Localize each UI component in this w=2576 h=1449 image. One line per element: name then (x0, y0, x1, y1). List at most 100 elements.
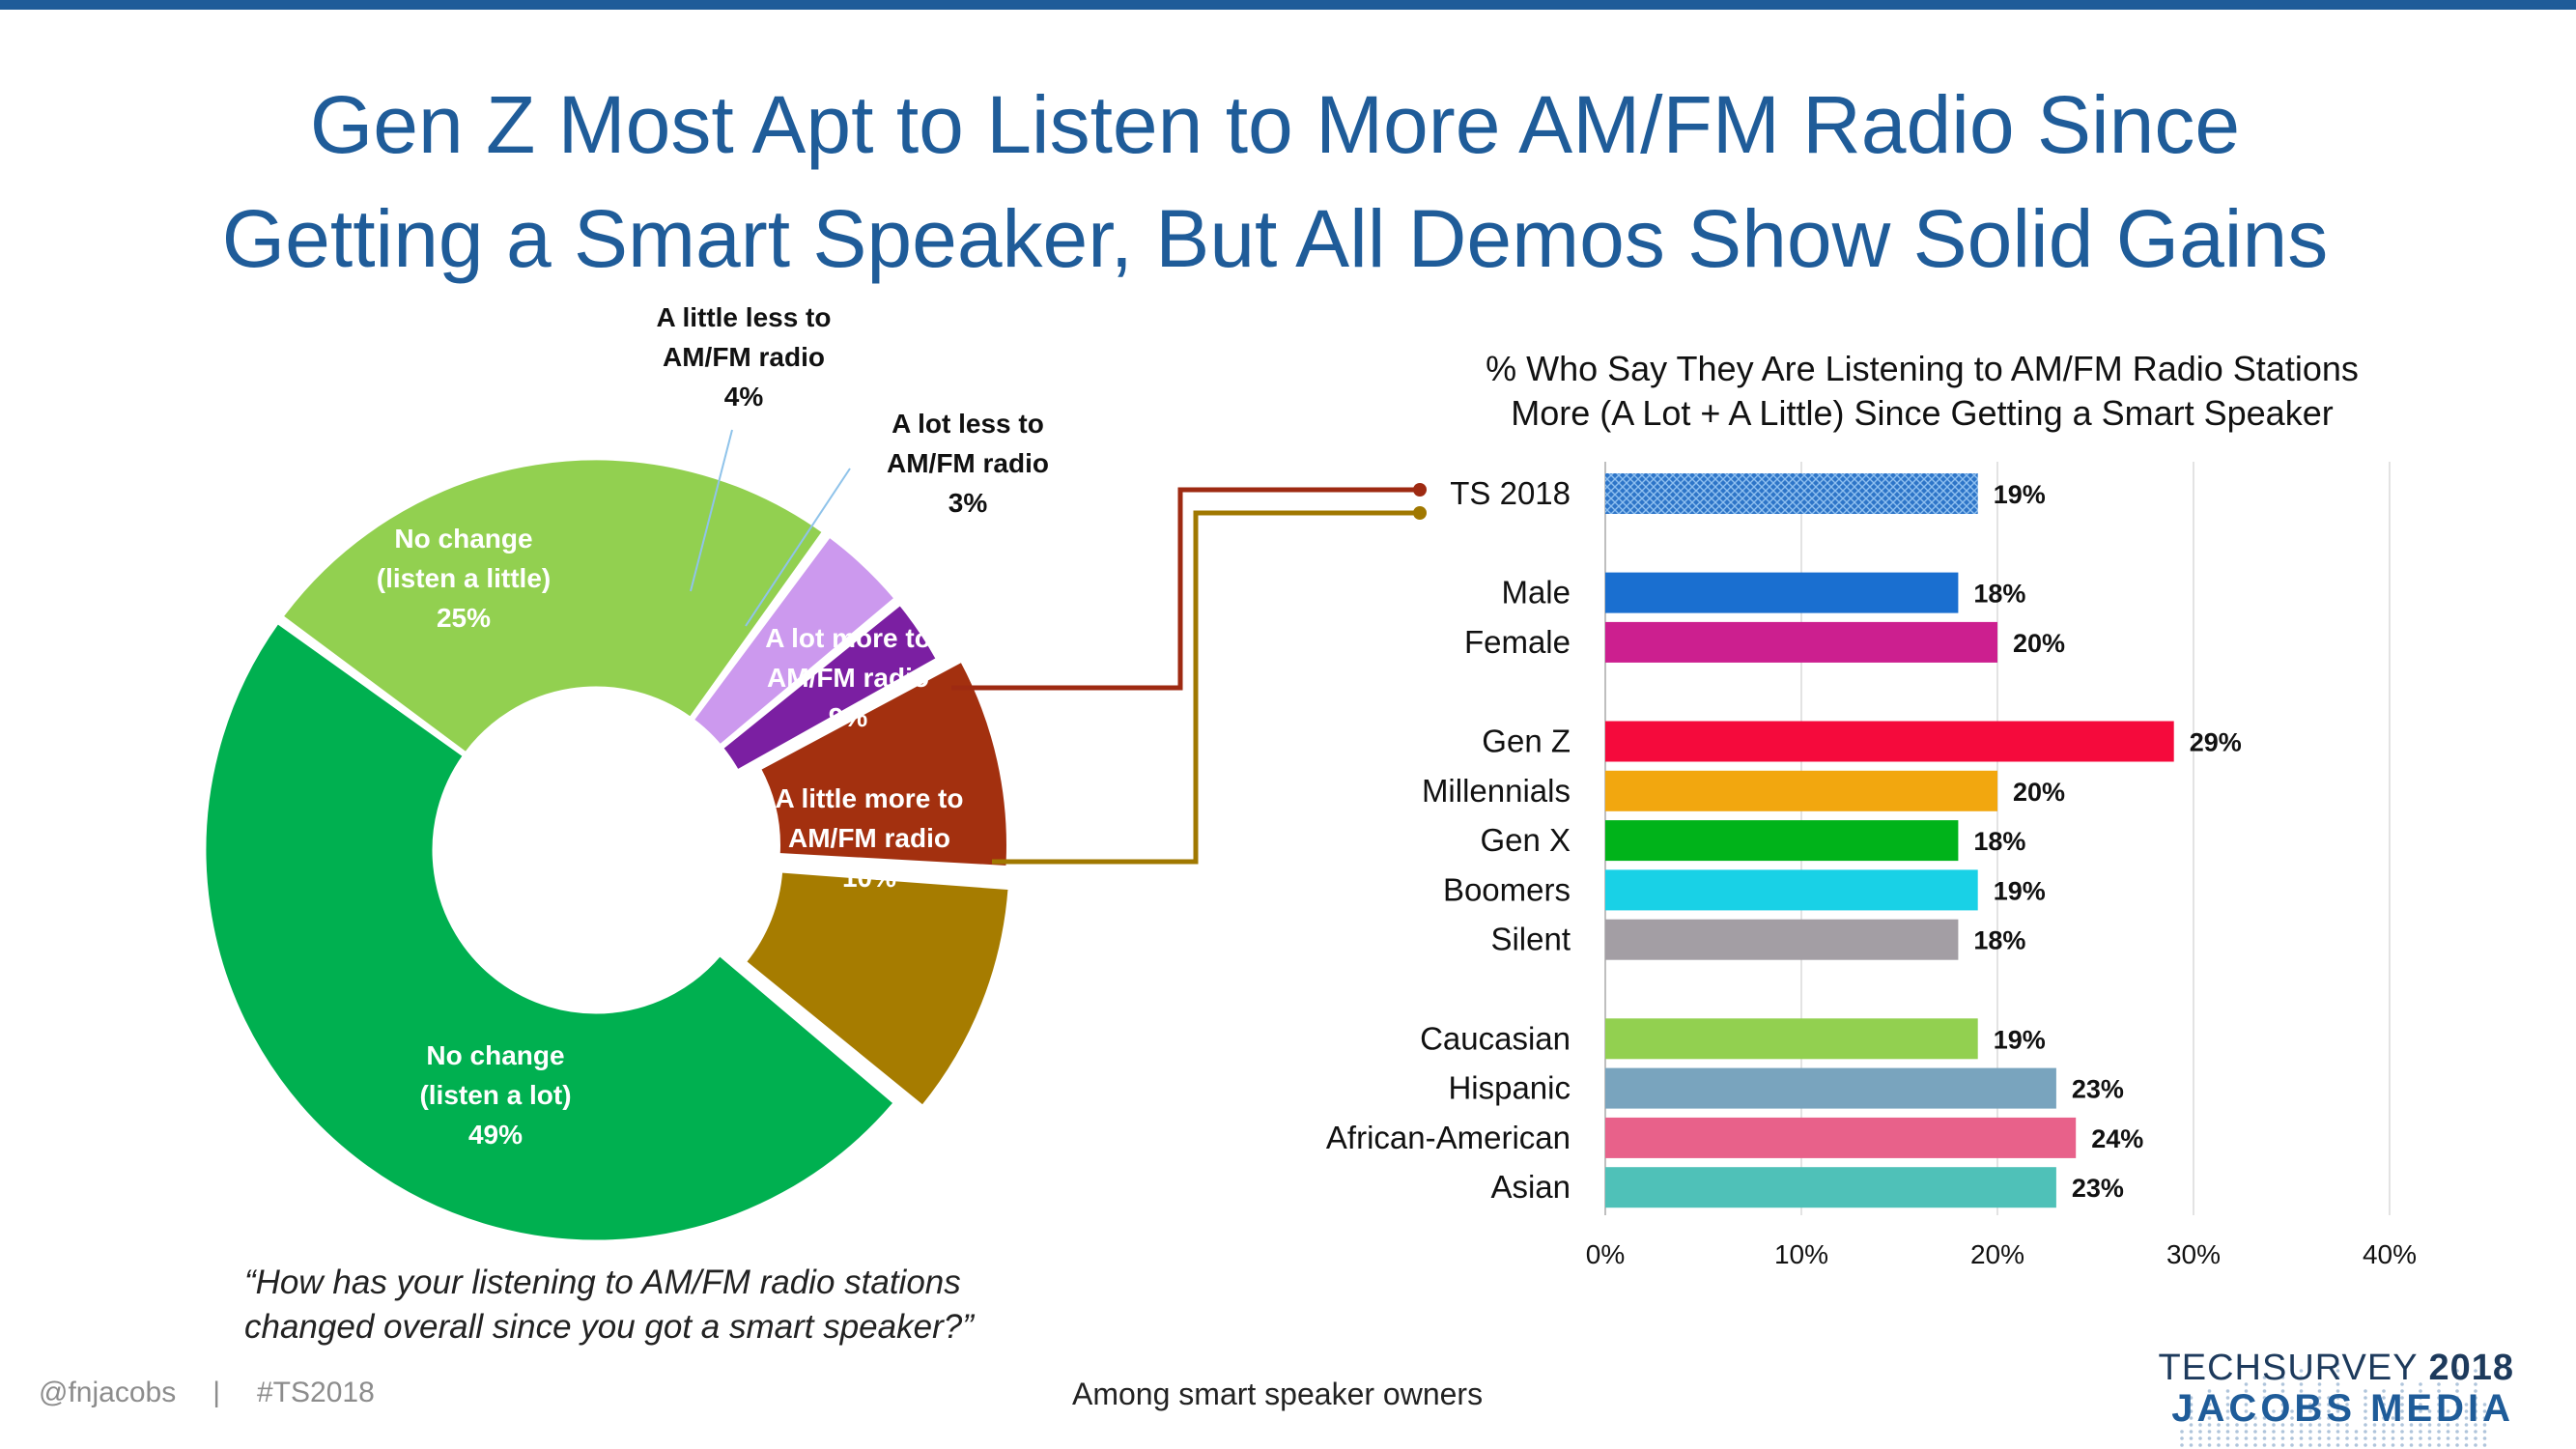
logo-dot (2446, 1416, 2450, 1420)
footer-social: @fnjacobs | #TS2018 (39, 1377, 375, 1409)
logo-dot (2482, 1443, 2487, 1447)
bar-value-label: 19% (1994, 1025, 2046, 1054)
x-tick-label: 10% (1774, 1239, 1828, 1269)
logo-brand-text: TECHSURVEY (2158, 1348, 2418, 1388)
logo-dot (2400, 1382, 2404, 1386)
logo-dot (2455, 1430, 2459, 1434)
logo-dot (2372, 1443, 2377, 1447)
logo-dot (2335, 1416, 2340, 1420)
logo-dot (2327, 1396, 2331, 1400)
logo-dot (2464, 1443, 2469, 1447)
logo-dot (2317, 1396, 2322, 1400)
logo-dot (2280, 1409, 2285, 1413)
logo-dot (2280, 1403, 2285, 1406)
logo-dot (2382, 1436, 2386, 1440)
question-line-1: “How has your listening to AM/FM radio s… (244, 1264, 961, 1301)
logo-dot (2400, 1396, 2404, 1400)
logo-dot (2262, 1430, 2267, 1434)
donut-slice (691, 533, 898, 749)
logo-dot (2262, 1376, 2267, 1379)
logo-dot (2189, 1403, 2194, 1406)
connector-line-a-little-more (992, 510, 1420, 865)
logo-dot (2308, 1403, 2312, 1406)
logo-dot (2382, 1443, 2386, 1447)
logo-dot (2364, 1423, 2367, 1427)
logo-dot (2372, 1436, 2377, 1440)
logo-dot (2189, 1436, 2194, 1440)
logo-dot (2335, 1376, 2340, 1379)
logo-dot (2280, 1423, 2285, 1427)
donut-chart: A lot more to AM/FM radio 9% A little more … (203, 302, 1049, 1243)
logo-dot (2455, 1416, 2459, 1420)
logo-dot (2280, 1382, 2285, 1386)
logo-dot (2217, 1423, 2221, 1427)
logo-dot (2427, 1436, 2432, 1440)
title-line-2: Getting a Smart Speaker, But All Demos S… (221, 193, 2329, 284)
donut-slice-label: (listen a little) (377, 563, 551, 593)
logo-dot (2280, 1416, 2285, 1420)
logo-dot (2299, 1409, 2304, 1413)
logo-dot (2400, 1423, 2404, 1427)
logo-dot (2262, 1382, 2267, 1386)
logo-dot (2455, 1369, 2459, 1373)
donut-slice-label: 49% (468, 1120, 523, 1150)
logo-dot (2400, 1389, 2404, 1393)
logo-dot (2455, 1409, 2459, 1413)
logo-dot (2437, 1389, 2441, 1393)
logo-dot (2482, 1430, 2487, 1434)
logo-dot (2446, 1430, 2450, 1434)
logo-dot (2235, 1430, 2239, 1434)
logo-dot (2455, 1436, 2459, 1440)
logo-dot (2180, 1436, 2184, 1440)
logo-dot (2308, 1436, 2312, 1440)
logo-dot (2437, 1376, 2441, 1379)
logo-dot (2382, 1416, 2386, 1420)
logo-dot (2345, 1396, 2349, 1400)
bar (1605, 919, 1959, 960)
bar (1605, 1117, 2077, 1158)
bar-category-label: Female (1464, 624, 1571, 660)
logo-dot (2345, 1443, 2349, 1447)
logo-dot (2317, 1423, 2322, 1427)
logo-dot (2482, 1436, 2487, 1440)
donut-slice-label: 10% (842, 863, 896, 893)
logo-dot (2244, 1389, 2249, 1393)
logo-dot (2244, 1443, 2249, 1447)
bar-category-label: Caucasian (1420, 1020, 1571, 1056)
logo-dot (2198, 1436, 2202, 1440)
logo-dot (2354, 1436, 2359, 1440)
logo-dot (2345, 1423, 2349, 1427)
bar-category-label: Asian (1490, 1169, 1571, 1205)
logo-dot (2437, 1430, 2441, 1434)
logo-dot (2225, 1423, 2230, 1427)
logo-dot (2335, 1389, 2340, 1393)
logo-dot (2327, 1443, 2331, 1447)
logo-dot (2327, 1409, 2331, 1413)
logo-dot (2217, 1436, 2221, 1440)
logo-dot (2290, 1436, 2294, 1440)
logo-dot (2345, 1436, 2349, 1440)
connector-line-a-lot-more (951, 487, 1420, 691)
logo-dot (2262, 1403, 2267, 1406)
footer-separator: | (212, 1377, 220, 1408)
logo-dot (2308, 1423, 2312, 1427)
logo-dot (2280, 1430, 2285, 1434)
donut-slice-label: 4% (724, 382, 764, 412)
logo-dot (2308, 1443, 2312, 1447)
logo-dot (2419, 1423, 2422, 1427)
logo-dot (2327, 1423, 2331, 1427)
logo-dot (2198, 1423, 2202, 1427)
logo-dot (2364, 1396, 2367, 1400)
logo-dot (2317, 1409, 2322, 1413)
logo-dot (2198, 1430, 2202, 1434)
logo-dot (2391, 1436, 2395, 1440)
logo-dot (2455, 1443, 2459, 1447)
logo-dot (2253, 1443, 2257, 1447)
logo-dot (2455, 1396, 2459, 1400)
logo-dot (2364, 1389, 2367, 1393)
logo-dot (2400, 1430, 2404, 1434)
logo-dot (2225, 1416, 2230, 1420)
logo-dot (2345, 1409, 2349, 1413)
logo-dot (2290, 1416, 2294, 1420)
logo-dot-pattern-icon (2180, 1362, 2487, 1447)
